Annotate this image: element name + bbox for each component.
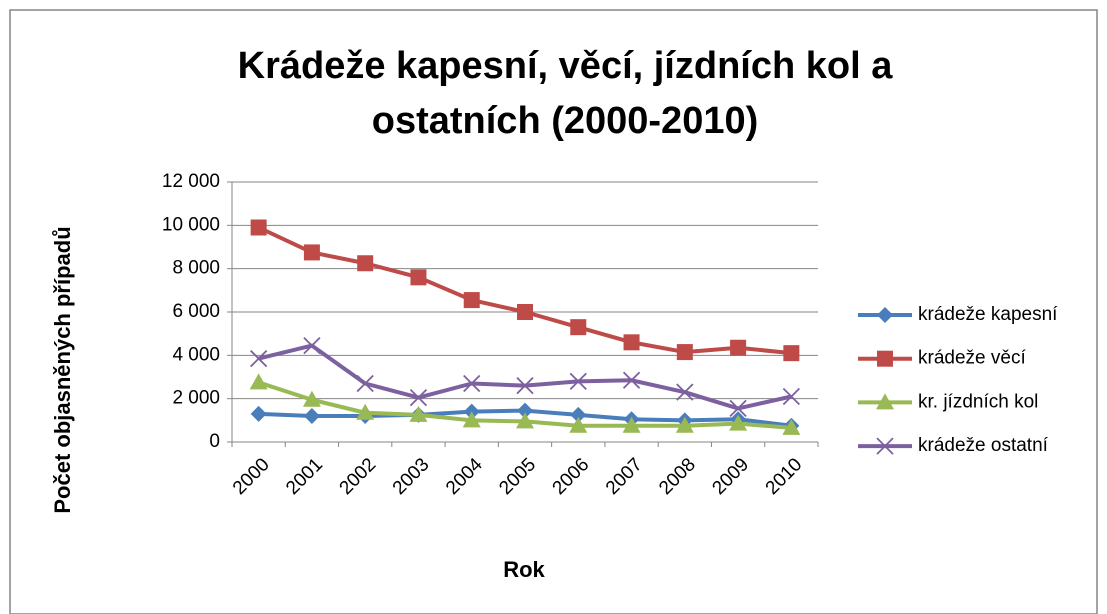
data-point	[463, 374, 481, 393]
y-tick-label: 0	[209, 431, 220, 452]
data-point	[249, 349, 268, 368]
data-point	[569, 372, 587, 390]
data-point	[676, 344, 693, 361]
data-point	[782, 418, 801, 435]
y-tick-label: 6 000	[172, 301, 220, 322]
data-point	[249, 373, 268, 390]
data-point	[622, 416, 641, 433]
data-point	[570, 319, 587, 336]
y-tick-label: 8 000	[172, 258, 220, 279]
data-point	[463, 292, 480, 309]
legend-label: krádeže kapesní	[918, 304, 1058, 325]
data-point	[570, 406, 587, 423]
data-point	[782, 387, 801, 406]
data-point	[729, 399, 747, 418]
data-point	[729, 414, 748, 431]
y-tick-label: 2 000	[172, 388, 220, 409]
legend-marker	[876, 393, 894, 410]
data-point	[409, 388, 428, 407]
data-point	[250, 219, 267, 236]
legend-label: kr. jízdních kol	[918, 391, 1038, 412]
data-point	[303, 244, 320, 261]
y-tick-label: 4 000	[172, 344, 220, 365]
data-point	[676, 383, 694, 401]
data-point	[410, 269, 427, 286]
y-tick-label: 10 000	[162, 214, 220, 235]
chart-title: Krádeže kapesní, věcí, jízdních kol a	[238, 45, 894, 87]
data-point	[623, 334, 640, 351]
data-point	[783, 345, 800, 362]
data-point	[622, 371, 641, 389]
data-point	[517, 402, 533, 419]
data-point	[303, 408, 320, 424]
legend-marker	[877, 307, 893, 323]
data-point	[409, 405, 428, 422]
legend-marker	[876, 437, 894, 455]
legend-label: krádeže ostatní	[918, 435, 1049, 456]
data-point	[357, 255, 374, 272]
legend-marker	[877, 350, 893, 367]
data-point	[462, 411, 481, 428]
legend-label: krádeže věcí	[918, 348, 1026, 369]
y-tick-label: 12 000	[162, 171, 220, 192]
data-point	[356, 374, 374, 393]
data-point	[730, 339, 747, 356]
data-point	[675, 416, 694, 433]
data-point	[303, 336, 321, 355]
data-point	[250, 405, 267, 422]
data-point	[516, 377, 534, 395]
data-point	[517, 304, 533, 320]
x-axis-title: Rok	[503, 557, 545, 582]
y-axis-title: Počet objasněných případů	[50, 226, 75, 513]
data-point	[302, 390, 321, 407]
data-point	[569, 416, 588, 433]
chart-title: ostatních (2000-2010)	[372, 100, 759, 142]
data-point	[516, 412, 534, 429]
data-point	[356, 403, 375, 420]
